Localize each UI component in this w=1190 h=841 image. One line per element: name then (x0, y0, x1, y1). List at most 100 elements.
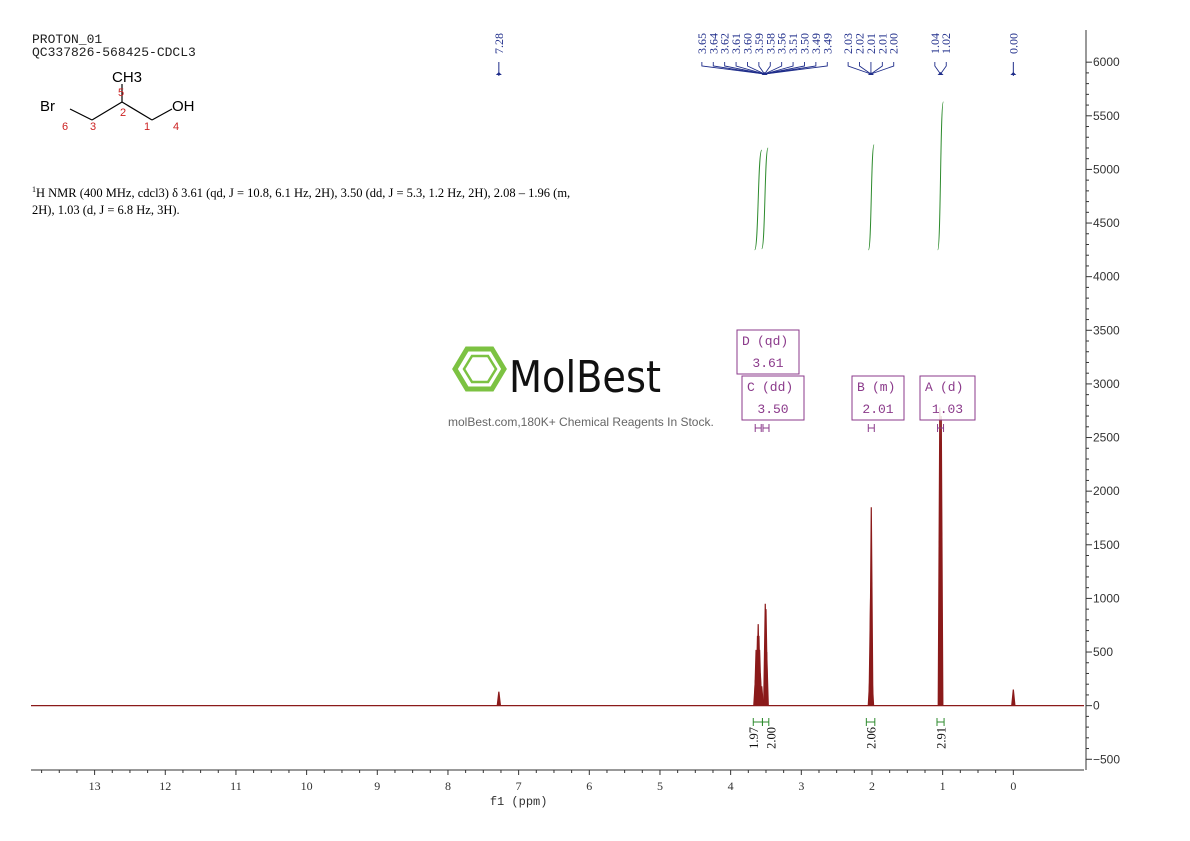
atom-ch3: CH3 (112, 69, 142, 86)
logo-wordmark: MolBest (509, 352, 661, 403)
y-tick-label: 1000 (1093, 591, 1120, 605)
peak-label: 0.00 (1006, 33, 1020, 54)
y-tick-label: 3000 (1093, 377, 1120, 391)
peak-leader-line (934, 62, 941, 75)
peak-label: 2.01 (875, 33, 889, 54)
peak-leader-line (870, 62, 895, 75)
x-tick-label: 2 (869, 779, 875, 793)
peak-leader-line (847, 62, 872, 75)
nmr-description-text: H NMR (400 MHz, cdcl3) δ 3.61 (qd, J = 1… (32, 186, 571, 218)
spectrum-peak (496, 691, 502, 706)
experiment-name: PROTON_01 (32, 32, 103, 47)
multiplet-type: (qd) (757, 334, 788, 349)
multiplet-shift: 3.50 (757, 402, 788, 417)
peak-label: 3.56 (775, 33, 789, 54)
peak-leader-line (764, 62, 817, 75)
structure-bonds (69, 84, 173, 121)
spectrum-peak (869, 507, 874, 706)
integral-value: 1.97 (747, 727, 761, 749)
y-tick-label: 4500 (1093, 216, 1120, 230)
x-tick-label: 11 (230, 779, 242, 793)
multiplet-type: (d) (940, 380, 963, 395)
peak-label: 3.61 (729, 33, 743, 54)
x-tick-label: 0 (1010, 779, 1016, 793)
x-tick-label: 12 (159, 779, 171, 793)
peak-group-marker (937, 72, 944, 75)
sample-id: QC337826-568425-CDCL3 (32, 45, 196, 60)
multiplet-box (851, 375, 905, 421)
x-tick-label: 10 (301, 779, 313, 793)
integral-curve (937, 101, 944, 251)
peak-group-marker (495, 72, 502, 75)
multiplet-letter: D (742, 334, 750, 349)
multiplet-type: (dd) (762, 380, 793, 395)
peak-label: 3.58 (763, 33, 777, 54)
atom-number-1: 1 (144, 121, 150, 133)
peak-leader-line (735, 62, 765, 75)
multiplet-box (741, 375, 805, 421)
y-tick-label: 5000 (1093, 162, 1120, 176)
peak-label: 3.49 (820, 33, 834, 54)
x-tick-label: 7 (516, 779, 522, 793)
peak-leader-line (764, 62, 794, 75)
peak-label: 3.62 (718, 33, 732, 54)
peak-leader-line (764, 62, 771, 75)
peak-label: 3.64 (706, 33, 720, 54)
nmr-description: 1H NMR (400 MHz, cdcl3) δ 3.61 (qd, J = … (32, 181, 592, 219)
spectrum-peak (764, 652, 769, 706)
integral-curve (754, 149, 763, 251)
peak-label: 2.01 (864, 33, 878, 54)
peak-labels: 7.28 3.653.643.623.613.603.593.583.563.51… (492, 33, 1020, 76)
logo-tagline: molBest.com,180K+ Chemical Reagents In S… (448, 415, 714, 429)
spectrum-peak (1011, 689, 1016, 706)
peak-group-marker (867, 72, 874, 75)
peak-label: 3.59 (752, 33, 766, 54)
peak-label: 2.00 (887, 33, 901, 54)
integral-curve (761, 147, 769, 250)
integral-curve (867, 144, 875, 251)
y-tick-label: 3500 (1093, 323, 1120, 337)
logo-ring-icon (462, 354, 498, 384)
atom-number-4: 4 (173, 121, 179, 133)
x-tick-label: 4 (728, 779, 734, 793)
spectrum (31, 407, 1084, 707)
peak-leader-line (764, 62, 805, 75)
bond-c1-o (151, 108, 173, 121)
y-tick-label: 1500 (1093, 538, 1120, 552)
multiplet-shift: 3.61 (752, 356, 783, 371)
multiplet-box (736, 329, 800, 375)
multiplet-letter: C (747, 380, 755, 395)
peak-leader-line (859, 62, 872, 75)
y-tick-label: 2000 (1093, 484, 1120, 498)
x-tick-label: 1 (940, 779, 946, 793)
multiplet-letter: B (857, 380, 865, 395)
atom-number-6: 6 (62, 121, 68, 133)
atom-number-3: 3 (90, 121, 96, 133)
atom-number-5: 5 (118, 87, 124, 99)
peak-label: 3.51 (786, 33, 800, 54)
multiplet-labels: D (qd) 3.61 C (dd) 3.50 B (m) 2.01 A (d) 1.03 (736, 329, 976, 432)
peak-leader-line (712, 62, 765, 75)
peak-label: 1.04 (928, 33, 942, 54)
peak-leader-line (940, 62, 947, 75)
peak-leader-line (764, 62, 828, 75)
x-axis-label: f1 (ppm) (490, 795, 548, 809)
peak-label: 3.65 (695, 33, 709, 54)
x-tick-label: 3 (798, 779, 804, 793)
y-tick-label: 0 (1093, 699, 1100, 713)
x-tick-label: 6 (586, 779, 592, 793)
atom-oh: OH (172, 98, 195, 115)
peak-label: 2.03 (841, 33, 855, 54)
atom-br: Br (40, 98, 55, 115)
peak-leader-line (724, 62, 765, 75)
peak-label: 2.02 (853, 33, 867, 54)
y-tick-label: 2500 (1093, 431, 1120, 445)
multiplet-box (919, 375, 976, 421)
peak-group-marker (1010, 72, 1017, 75)
y-tick-label: 6000 (1093, 55, 1120, 69)
integral-value: 2.00 (765, 727, 779, 749)
peak-label: 3.50 (797, 33, 811, 54)
x-tick-label: 9 (374, 779, 380, 793)
